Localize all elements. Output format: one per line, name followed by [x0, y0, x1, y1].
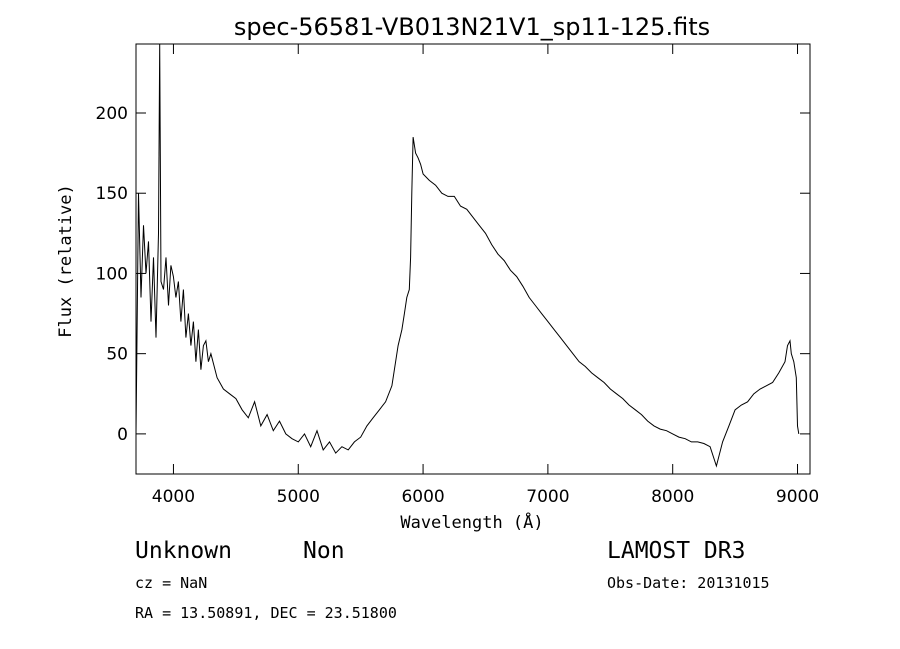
y-tick-label: 200 [96, 104, 128, 124]
chart-title: spec-56581-VB013N21V1_sp11-125.fits [234, 13, 710, 41]
coordinates-text: RA = 13.50891, DEC = 23.51800 [135, 604, 397, 622]
object-subclass: Non [303, 538, 345, 564]
y-tick-label: 100 [96, 264, 128, 284]
x-tick-label: 6000 [401, 487, 444, 507]
x-axis-label: Wavelength (Å) [400, 511, 543, 533]
x-axis-ticks: 4000 5000 6000 7000 8000 9000 [152, 44, 819, 507]
y-tick-label: 150 [96, 184, 128, 204]
x-tick-label: 8000 [651, 487, 694, 507]
y-axis-ticks: 0 50 100 150 200 [96, 104, 810, 445]
redshift-text: cz = NaN [135, 574, 208, 592]
y-tick-label: 0 [117, 425, 128, 445]
survey-label: LAMOST DR3 [607, 538, 746, 564]
y-axis-label: Flux (relative) [56, 184, 76, 338]
obs-date-text: Obs-Date: 20131015 [607, 574, 770, 592]
object-class: Unknown [135, 538, 232, 564]
spectrum-series-line [135, 43, 800, 468]
plot-frame [135, 43, 811, 475]
x-tick-label: 5000 [277, 487, 320, 507]
y-tick-label: 50 [106, 345, 128, 365]
x-tick-label: 9000 [776, 487, 819, 507]
x-tick-label: 7000 [526, 487, 569, 507]
x-tick-label: 4000 [152, 487, 195, 507]
